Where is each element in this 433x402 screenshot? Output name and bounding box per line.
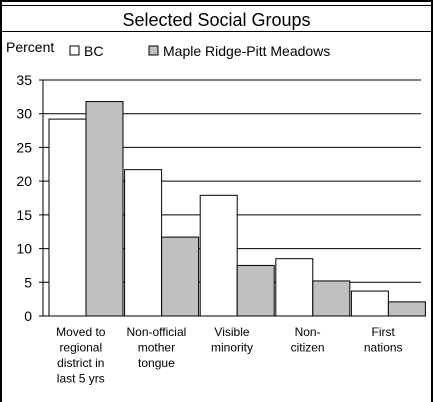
x-category-label-line: First bbox=[372, 325, 396, 339]
legend-label: BC bbox=[84, 43, 103, 59]
y-tick-label: 30 bbox=[16, 106, 32, 122]
bar-bc bbox=[350, 290, 389, 317]
x-category-label-line: Non- bbox=[295, 325, 321, 339]
x-category-label-line: last 5 yrs bbox=[57, 372, 105, 386]
y-tick-label: 35 bbox=[16, 72, 32, 88]
y-tick-label: 15 bbox=[16, 207, 32, 223]
bar-bc bbox=[48, 118, 87, 317]
y-axis-label: Percent bbox=[6, 39, 54, 55]
x-category-label-line: minority bbox=[211, 341, 253, 355]
bar-bc bbox=[124, 169, 163, 317]
frame-left-border bbox=[0, 0, 2, 402]
x-category-label-line: nations bbox=[364, 341, 403, 355]
x-category-label-line: citizen bbox=[291, 341, 325, 355]
x-category-label-line: district in bbox=[57, 356, 104, 370]
bar-maple-ridge bbox=[161, 236, 200, 317]
x-category-label-line: Moved to bbox=[56, 325, 106, 339]
legend-swatch bbox=[69, 45, 80, 56]
bar-maple-ridge bbox=[387, 301, 426, 317]
x-category-label-line: Visible bbox=[214, 325, 249, 339]
x-category-label: Non-citizen bbox=[291, 325, 325, 355]
y-tick-label: 10 bbox=[16, 241, 32, 257]
frame-top-border bbox=[0, 0, 433, 6]
y-tick-label: 0 bbox=[24, 308, 32, 324]
x-category-label: Non-official mother tongue bbox=[126, 325, 186, 370]
chart-title: Selected Social Groups bbox=[2, 8, 431, 32]
legend-label: Maple Ridge-Pitt Meadows bbox=[163, 43, 330, 59]
x-category-label: Visible minority bbox=[211, 325, 253, 355]
y-tick-label: 5 bbox=[24, 274, 32, 290]
x-category-label: First nations bbox=[364, 325, 403, 355]
bar-bc bbox=[275, 258, 314, 317]
legend-swatch bbox=[148, 45, 159, 56]
frame-right-border bbox=[431, 0, 433, 402]
x-category-label: Moved to regional district in last 5 yrs bbox=[56, 325, 106, 386]
x-category-label-line: mother bbox=[138, 341, 175, 355]
x-category-label-line: tongue bbox=[138, 356, 175, 370]
bar-maple-ridge bbox=[236, 264, 275, 317]
y-tick-label: 20 bbox=[16, 173, 32, 189]
y-tick-label: 25 bbox=[16, 139, 32, 155]
bar-maple-ridge bbox=[312, 280, 351, 317]
bar-bc bbox=[199, 194, 238, 317]
bar-maple-ridge bbox=[85, 101, 124, 317]
x-category-label-line: regional bbox=[59, 341, 102, 355]
x-category-label-line: Non-official bbox=[126, 325, 186, 339]
